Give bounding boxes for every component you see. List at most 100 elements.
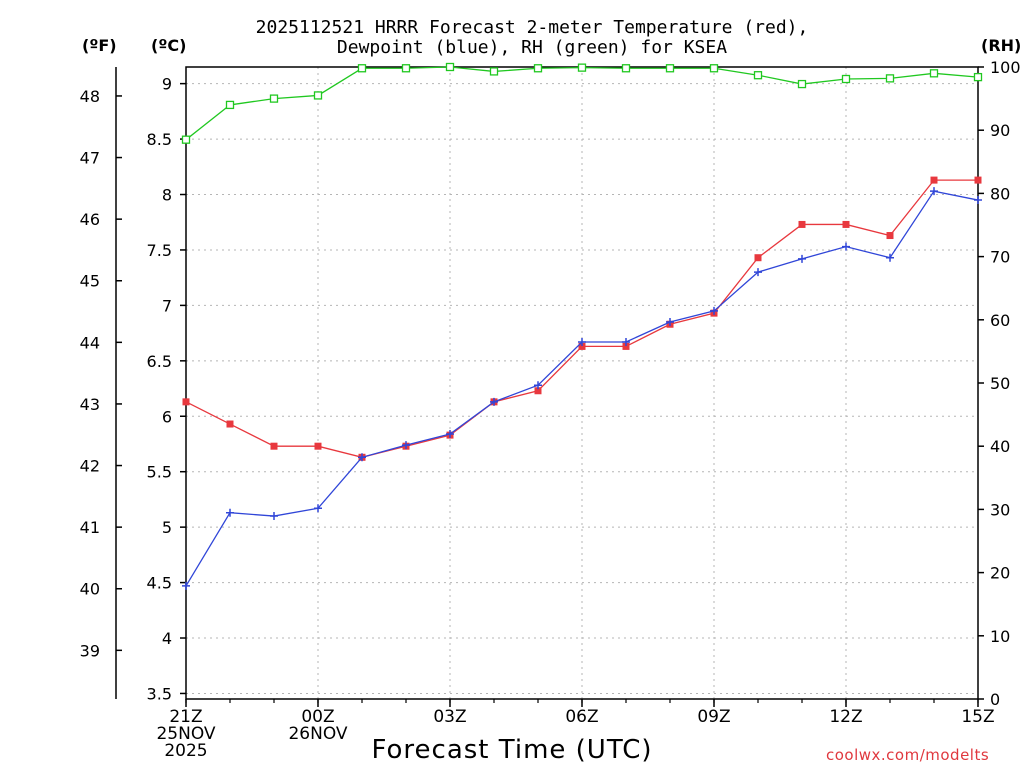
fahrenheit-tick-label: 48 (80, 87, 100, 106)
dewpoint-point (226, 508, 234, 517)
rh-tick-label: 20 (990, 564, 1010, 583)
chart-title-line-2: Dewpoint (blue), RH (green) for KSEA (336, 37, 728, 58)
dewpoint-point (710, 306, 718, 315)
source-credit: coolwx.com/modelts (826, 746, 990, 764)
temperature-point (182, 398, 190, 406)
x-axis-title: Forecast Time (UTC) (371, 735, 652, 765)
rh-point (225, 100, 235, 110)
plot-frame (185, 66, 979, 700)
celsius-tick-label: 8 (162, 186, 172, 205)
fahrenheit-tick-label: 45 (80, 272, 100, 291)
celsius-unit-label: (ºC) (151, 36, 187, 55)
celsius-tick-label: 9 (162, 75, 172, 94)
dewpoint-point (314, 504, 322, 513)
axis-ticks: 3.544.555.566.577.588.590102030405060708… (80, 58, 1021, 761)
temperature-point (534, 387, 542, 395)
temperature-point (226, 420, 234, 428)
rh-point (885, 74, 895, 83)
rh-point (577, 63, 587, 72)
rh-tick-label: 80 (990, 184, 1010, 203)
rh-point (973, 72, 983, 82)
temperature-point (886, 232, 894, 240)
fahrenheit-tick-label: 47 (80, 149, 100, 168)
temperature-point (930, 176, 938, 184)
rh-point (797, 79, 807, 89)
rh-point (533, 64, 543, 73)
temperature-point (314, 442, 322, 450)
rh-tick-label: 100 (990, 58, 1021, 77)
fahrenheit-tick-label: 42 (80, 457, 100, 476)
fahrenheit-tick-label: 41 (80, 518, 100, 537)
x-tick-label: 2025 (164, 741, 207, 761)
x-tick-label: 25NOV (156, 724, 215, 744)
rh-tick-label: 50 (990, 374, 1010, 393)
dewpoint-point (974, 196, 982, 205)
celsius-tick-label: 8.5 (147, 130, 172, 149)
rh-point (621, 64, 631, 73)
x-tick-label: 12Z (829, 707, 862, 727)
rh-tick-label: 40 (990, 437, 1010, 456)
data-series (181, 62, 983, 590)
temperature-point (974, 176, 982, 184)
rh-point (357, 64, 367, 73)
rh-point (841, 74, 851, 84)
x-tick-label: 03Z (433, 707, 466, 727)
dewpoint-point (930, 187, 938, 196)
rh-point (445, 62, 455, 72)
dewpoint-point (578, 337, 586, 346)
celsius-tick-label: 6 (162, 407, 172, 426)
dewpoint-point (490, 397, 498, 406)
rh-point (269, 94, 279, 103)
rh-point (665, 64, 675, 73)
rh-point (709, 64, 719, 73)
fahrenheit-tick-label: 39 (80, 641, 100, 660)
x-tick-label: 21Z (169, 707, 202, 727)
dewpoint-point (622, 337, 630, 346)
celsius-tick-label: 7.5 (147, 241, 172, 260)
dewpoint-point (358, 453, 366, 462)
temperature-point (842, 220, 850, 228)
rh-point (181, 135, 191, 144)
temperature-point (270, 442, 278, 450)
dewpoint-point (446, 430, 454, 439)
rh-tick-label: 30 (990, 500, 1010, 519)
dewpoint-point (886, 253, 894, 262)
fahrenheit-tick-label: 43 (80, 395, 100, 414)
fahrenheit-tick-label: 46 (80, 210, 100, 229)
temperature-point (798, 220, 806, 228)
x-tick-label: 00Z (301, 707, 334, 727)
grid-lines (186, 67, 978, 699)
temperature-point (578, 342, 586, 350)
rh-point (401, 64, 411, 73)
rh-tick-label: 90 (990, 121, 1010, 140)
rh-tick-label: 70 (990, 248, 1010, 267)
chart-title-line-1: 2025112521 HRRR Forecast 2-meter Tempera… (255, 17, 809, 38)
celsius-tick-label: 3.5 (147, 684, 172, 703)
dewpoint-point (182, 581, 190, 590)
dewpoint-point (402, 441, 410, 450)
celsius-tick-label: 6.5 (147, 352, 172, 371)
rh-unit-label: (RH) (981, 36, 1022, 55)
temperature-point (622, 342, 630, 350)
x-tick-label: 06Z (565, 707, 598, 727)
dewpoint-point (842, 242, 850, 251)
dewpoint-point (798, 254, 806, 263)
rh-tick-label: 10 (990, 627, 1010, 646)
fahrenheit-tick-label: 40 (80, 580, 100, 599)
dewpoint-point (270, 512, 278, 521)
dewpoint-point (666, 318, 674, 327)
celsius-tick-label: 4.5 (147, 574, 172, 593)
rh-tick-label: 60 (990, 311, 1010, 330)
dewpoint-point (534, 381, 542, 390)
x-tick-label: 15Z (961, 707, 994, 727)
rh-point (929, 69, 939, 78)
celsius-tick-label: 4 (162, 629, 172, 648)
rh-point (753, 71, 763, 80)
fahrenheit-tick-label: 44 (80, 333, 100, 352)
dewpoint-point (754, 268, 762, 277)
rh-point (313, 91, 323, 100)
rh-tick-label: 0 (990, 690, 1000, 709)
celsius-tick-label: 5 (162, 518, 172, 537)
temperature-point (754, 254, 762, 262)
